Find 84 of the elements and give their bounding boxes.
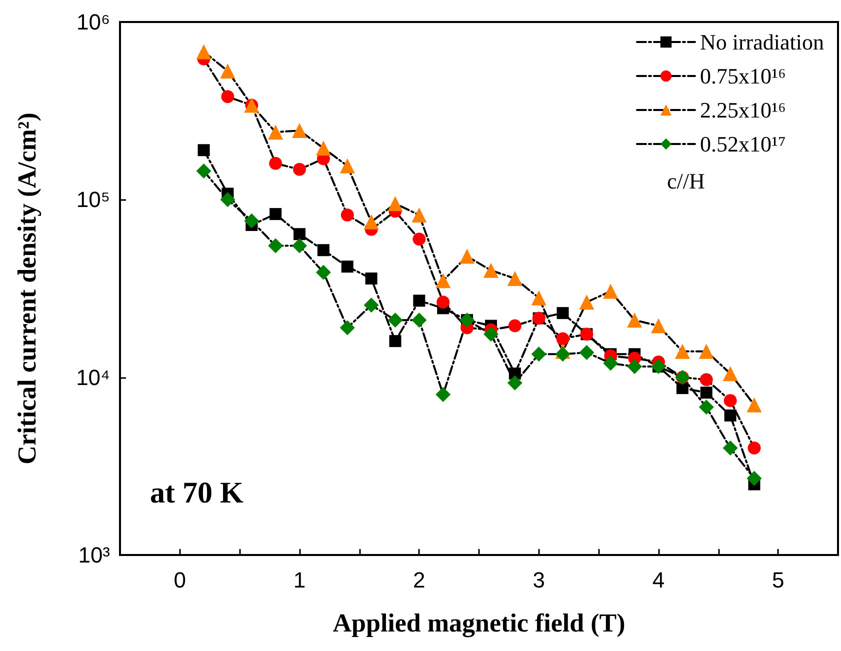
point: [268, 238, 284, 254]
point: [340, 208, 354, 222]
x-tick-label: 2: [413, 568, 426, 592]
x-axis-title: Applied magnetic field (T): [332, 608, 626, 638]
point: [340, 158, 355, 174]
point: [676, 382, 688, 394]
point: [507, 270, 522, 286]
point: [364, 298, 379, 313]
point: [269, 156, 282, 170]
point: [698, 400, 714, 415]
point: [579, 294, 594, 310]
point: [724, 409, 736, 422]
point: [698, 344, 714, 359]
legend-label: 0.75x10¹⁶: [700, 64, 786, 88]
y-tick-label: 10³: [78, 542, 110, 568]
point: [556, 307, 569, 320]
point: [674, 344, 690, 359]
point: [293, 162, 306, 176]
point: [413, 294, 426, 307]
point: [748, 442, 761, 455]
x-tick-label: 1: [293, 568, 306, 592]
y-tick-label: 10⁴: [76, 364, 110, 390]
point: [483, 262, 498, 278]
point: [220, 63, 236, 78]
point: [436, 296, 450, 309]
point: [460, 248, 475, 264]
point: [531, 346, 546, 362]
legend-label: 2.25x10¹⁶: [700, 98, 786, 122]
point: [700, 386, 712, 399]
point: [388, 196, 403, 212]
point: [364, 214, 379, 230]
y-axis-title: Critical current density (A/cm²): [12, 112, 42, 464]
annotation: at 70 K: [150, 476, 244, 510]
y-tick-label: 10⁵: [76, 187, 110, 212]
point: [317, 244, 330, 256]
x-tick-label: 5: [772, 568, 784, 592]
point: [603, 356, 618, 371]
point: [220, 192, 236, 208]
point: [556, 332, 570, 346]
point: [196, 44, 212, 60]
point: [412, 232, 426, 246]
point: [292, 123, 307, 138]
x-tick-label: 3: [532, 568, 545, 592]
point: [221, 90, 234, 104]
point: [746, 397, 762, 412]
point: [389, 335, 402, 348]
point: [603, 284, 618, 299]
point: [388, 312, 403, 328]
point: [724, 394, 737, 408]
point: [294, 228, 306, 240]
point: [196, 163, 212, 178]
point: [198, 144, 210, 156]
point: [412, 312, 427, 328]
point: [244, 213, 260, 228]
point: [579, 344, 594, 360]
point: [270, 208, 282, 220]
legend-label: 0.52x10¹⁷: [700, 132, 786, 156]
point: [508, 319, 522, 332]
x-tick-label: 4: [652, 568, 665, 592]
point: [292, 238, 307, 254]
point: [483, 326, 498, 342]
annotation: c//H: [667, 168, 705, 194]
point: [746, 470, 762, 486]
y-tick-label: 10⁶: [76, 10, 110, 34]
point: [627, 312, 642, 328]
point: [340, 320, 355, 336]
point: [341, 260, 354, 273]
point: [722, 366, 738, 382]
point: [651, 318, 666, 334]
point: [531, 290, 546, 306]
point: [722, 440, 738, 456]
point: [268, 124, 284, 140]
point: [436, 387, 451, 402]
point: [555, 346, 570, 362]
point: [436, 273, 451, 288]
point: [627, 359, 642, 374]
legend-label: No irradiation: [700, 30, 824, 54]
x-tick-label: 0: [174, 568, 186, 592]
point: [316, 264, 331, 280]
point: [365, 272, 378, 284]
point: [412, 207, 427, 222]
point: [507, 375, 522, 390]
point: [316, 140, 331, 156]
point: [700, 373, 713, 386]
